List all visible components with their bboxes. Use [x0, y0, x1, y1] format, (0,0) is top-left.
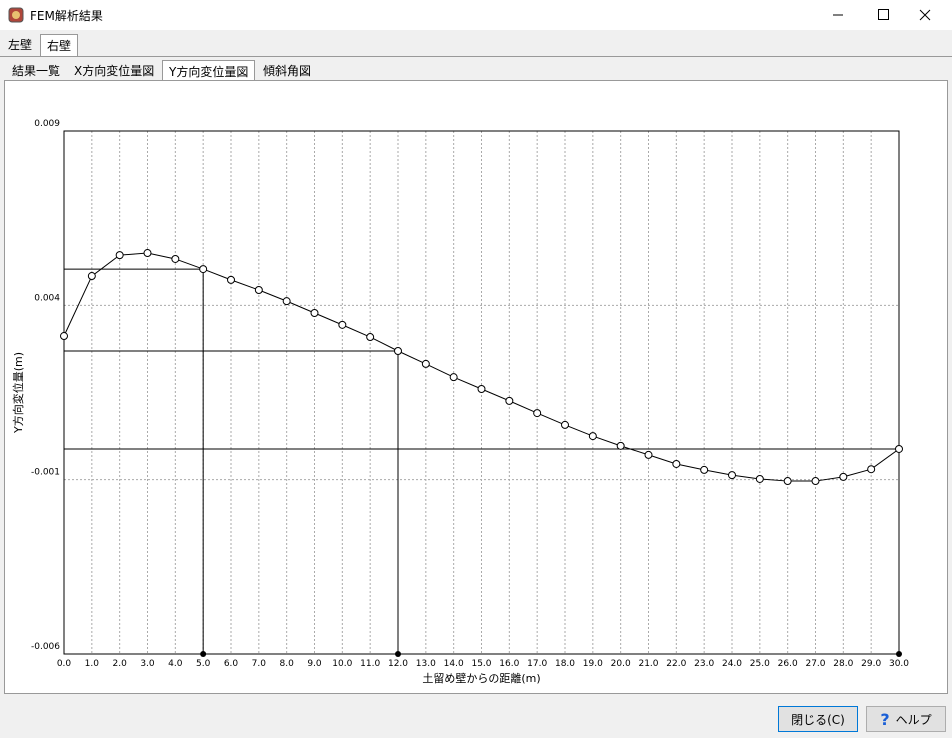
x-tick-label: 7.0 — [252, 659, 267, 669]
data-point — [449, 373, 458, 382]
data-point — [282, 297, 291, 306]
data-point — [561, 420, 569, 429]
data-point — [616, 441, 625, 450]
x-tick-label: 10.0 — [332, 659, 352, 669]
data-point — [644, 450, 653, 459]
x-tick-label: 0.0 — [57, 659, 72, 669]
y-tick-label: 0.009 — [34, 119, 60, 129]
tab[interactable]: X方向変位量図 — [74, 64, 155, 78]
reference-dot — [896, 651, 902, 657]
data-point — [700, 465, 709, 474]
x-tick-label: 9.0 — [307, 659, 322, 669]
data-point — [421, 359, 430, 368]
reference-dot — [395, 651, 401, 657]
x-tick-label: 3.0 — [140, 659, 155, 669]
close-button[interactable]: 閉じる(C) — [778, 706, 858, 732]
x-tick-label: 21.0 — [638, 659, 658, 669]
x-tick-label: 14.0 — [444, 659, 464, 669]
data-point — [672, 459, 681, 468]
data-point — [477, 385, 486, 394]
x-tick-label: 4.0 — [168, 659, 183, 669]
x-tick-label: 1.0 — [85, 659, 100, 669]
x-tick-label: 28.0 — [833, 659, 853, 669]
data-point — [895, 444, 903, 453]
data-point — [199, 265, 208, 274]
data-point — [755, 474, 764, 483]
tab[interactable]: 傾斜角図 — [263, 64, 312, 78]
data-point — [811, 477, 820, 486]
y-axis-title: Y方向変位量(m) — [11, 352, 25, 434]
x-tick-label: 12.0 — [388, 659, 408, 669]
app-icon — [8, 7, 24, 23]
tab-divider — [0, 56, 952, 57]
x-tick-label: 11.0 — [360, 659, 380, 669]
x-tick-label: 30.0 — [889, 659, 909, 669]
help-icon: ? — [880, 709, 890, 729]
x-tick-label: 17.0 — [527, 659, 547, 669]
tab[interactable]: Y方向変位量図 — [162, 60, 256, 82]
chart: -0.006 -0.001 0.004 0.009 0.0 1.0 2.0 3.0 4.0 5.0… — [11, 119, 909, 685]
data-point — [394, 347, 402, 356]
x-tick-label: 20.0 — [611, 659, 631, 669]
x-tick-label: 25.0 — [750, 659, 770, 669]
tab[interactable]: 結果一覧 — [12, 64, 61, 78]
x-tick-label: 23.0 — [694, 659, 714, 669]
data-point — [227, 275, 235, 284]
data-point — [143, 249, 152, 258]
data-point — [254, 285, 263, 294]
data-point — [867, 465, 876, 474]
x-tick-label: 29.0 — [861, 659, 881, 669]
plot-frame — [63, 130, 900, 655]
data-point — [533, 409, 542, 418]
window-controls[interactable] — [820, 0, 952, 30]
data-point — [505, 396, 514, 405]
x-tick-label: 18.0 — [555, 659, 575, 669]
title-bar: FEM解析結果 — [0, 0, 952, 30]
data-point — [338, 320, 347, 329]
data-point — [839, 472, 848, 481]
tab[interactable]: 右壁 — [40, 34, 79, 56]
chart-panel: -0.006 -0.001 0.004 0.009 0.0 1.0 2.0 3.0 4.0 5.0… — [4, 80, 948, 694]
data-point — [728, 471, 736, 480]
x-axis-title: 土留め壁からの距離(m) — [422, 671, 540, 685]
x-tick-label: 8.0 — [280, 659, 295, 669]
x-tick-label: 13.0 — [416, 659, 436, 669]
help-label: ヘルプ — [895, 712, 932, 727]
y-tick-label: -0.001 — [31, 468, 60, 478]
x-tick-label: 5.0 — [196, 659, 211, 669]
data-point — [310, 309, 319, 318]
x-tick-label: 16.0 — [499, 659, 519, 669]
data-point — [366, 333, 375, 342]
data-point — [171, 254, 180, 263]
tab[interactable]: 左壁 — [8, 38, 33, 52]
reference-dot — [200, 651, 207, 657]
x-tick-label: 6.0 — [224, 659, 239, 669]
close-label: 閉じる(C) — [791, 712, 845, 727]
window-title: FEM解析結果 — [30, 9, 103, 23]
help-button[interactable]: ? ヘルプ — [866, 706, 946, 732]
y-tick-label: -0.006 — [31, 642, 60, 652]
y-tick-label: 0.004 — [34, 293, 60, 303]
x-tick-label: 26.0 — [778, 659, 798, 669]
x-tick-label: 2.0 — [113, 659, 128, 669]
data-point — [60, 332, 68, 341]
x-tick-label: 19.0 — [583, 659, 603, 669]
data-point — [588, 432, 597, 441]
data-point — [87, 272, 96, 281]
data-point — [783, 477, 792, 486]
x-tick-label: 22.0 — [666, 659, 686, 669]
x-tick-label: 24.0 — [722, 659, 742, 669]
x-tick-label: 27.0 — [805, 659, 825, 669]
data-point — [115, 251, 124, 260]
x-tick-label: 15.0 — [471, 659, 491, 669]
